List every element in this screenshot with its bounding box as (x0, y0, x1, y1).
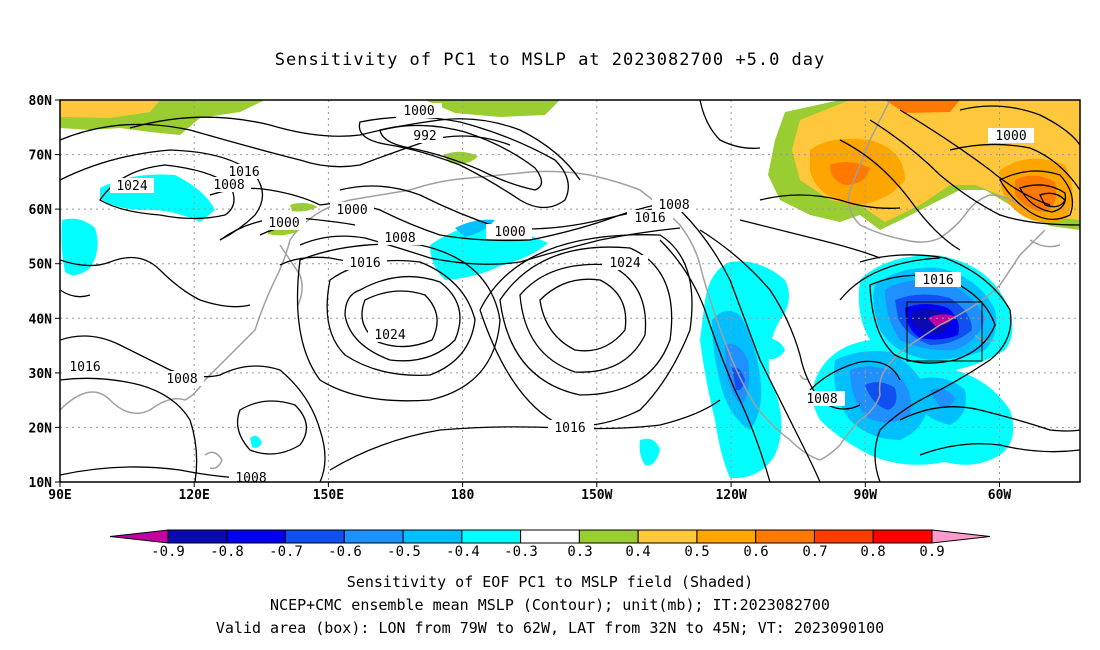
contour-label: 1000 (494, 225, 525, 240)
lon-label: 180 (451, 488, 475, 503)
colorbar-label: 0.4 (625, 544, 650, 560)
colorbar-segment (872, 529, 933, 544)
map-content: 1000 992 1016 1008 1024 1000 1000 1008 1… (60, 100, 1080, 486)
colorbar-segment (461, 529, 522, 544)
lon-label: 60W (988, 488, 1012, 503)
colorbar-label: -0.5 (387, 544, 421, 560)
colorbar-label: -0.3 (504, 544, 538, 560)
colorbar-label: 0.6 (743, 544, 768, 560)
contour-label: 1000 (268, 216, 299, 231)
lat-label: 60N (29, 203, 53, 218)
colorbar-segment (813, 529, 874, 544)
contour-label: 1008 (166, 372, 197, 387)
contour-label: 1016 (922, 273, 953, 288)
colorbar-label: -0.7 (269, 544, 303, 560)
colorbar-label: 0.8 (860, 544, 885, 560)
contour-label: 1008 (806, 392, 837, 407)
lat-label: 30N (29, 367, 53, 382)
contour-label: 1024 (116, 179, 147, 194)
contour-labels: 1000 992 1016 1008 1024 1000 1000 1008 1… (63, 103, 1034, 486)
lon-label: 150W (581, 488, 612, 503)
contour-label: 1008 (384, 231, 415, 246)
colorbar (109, 529, 991, 544)
valid-area-box (906, 301, 983, 362)
lat-label: 10N (29, 476, 53, 491)
positive-region-nw-core (60, 100, 160, 118)
colorbar-segment (520, 529, 580, 544)
colorbar-arrow-low (109, 529, 169, 544)
grid-lines (60, 100, 1080, 482)
lon-label: 90W (854, 488, 878, 503)
contour-label: 1016 (554, 421, 585, 436)
colorbar-segment (402, 529, 463, 544)
colorbar-segment (167, 529, 228, 544)
lat-label: 70N (29, 149, 53, 164)
lat-label: 80N (29, 94, 53, 109)
colorbar-label: 0.7 (802, 544, 827, 560)
caption-contour: NCEP+CMC ensemble mean MSLP (Contour); u… (270, 596, 830, 614)
contour-label: 1024 (374, 328, 405, 343)
colorbar-label: 0.9 (919, 544, 944, 560)
contour-label: 1000 (403, 104, 434, 119)
caption-valid-area: Valid area (box): LON from 79W to 62W, L… (215, 619, 885, 637)
lon-label: 150E (313, 488, 344, 503)
lon-label: 120E (179, 488, 210, 503)
contour-label: 1000 (995, 129, 1026, 144)
colorbar-label: -0.6 (328, 544, 362, 560)
contour-label: 1016 (228, 165, 259, 180)
colorbar-segment (285, 529, 345, 544)
contour-label: 1008 (235, 471, 266, 486)
contour-label: 1008 (658, 198, 689, 213)
colorbar-label: -0.4 (446, 544, 480, 560)
map-frame (59, 99, 1081, 483)
lon-labels: 90E 120E 150E 180 150W 120W 90W 60W (48, 488, 1011, 503)
lat-label: 20N (29, 421, 53, 436)
colorbar-label: 0.3 (567, 544, 592, 560)
map-title: Sensitivity of PC1 to MSLP at 2023082700… (274, 50, 826, 70)
colorbar-segment (696, 529, 757, 544)
contour-label: 1016 (69, 360, 100, 375)
colorbar-segment (637, 529, 698, 544)
lat-labels: 80N 70N 60N 50N 40N 30N 20N 10N (29, 94, 53, 491)
colorbar-segment (755, 529, 815, 544)
contour-label: 1016 (634, 211, 665, 226)
contour-label: 1008 (213, 178, 244, 193)
colorbar-segment (578, 529, 639, 544)
colorbar-label: 0.5 (684, 544, 709, 560)
lat-label: 40N (29, 312, 53, 327)
axis-ticks (55, 99, 1000, 487)
contour-label: 1016 (349, 256, 380, 271)
caption-shaded: Sensitivity of EOF PC1 to MSLP field (Sh… (346, 573, 754, 591)
positive-region-n (425, 100, 560, 117)
coastlines (60, 100, 1061, 470)
colorbar-label: -0.8 (210, 544, 244, 560)
colorbar-segment (343, 529, 404, 544)
lon-label: 120W (715, 488, 746, 503)
contour-label: 1024 (609, 256, 640, 271)
contour-label: 992 (413, 129, 436, 144)
colorbar-labels: -0.9 -0.8 -0.7 -0.6 -0.5 -0.4 -0.3 0.3 0… (151, 544, 945, 560)
lon-label: 90E (48, 488, 71, 503)
colorbar-label: -0.9 (151, 544, 185, 560)
colorbar-segment (226, 529, 287, 544)
lat-label: 50N (29, 258, 53, 273)
colorbar-arrow-high (931, 529, 991, 544)
contour-label: 1000 (336, 203, 367, 218)
